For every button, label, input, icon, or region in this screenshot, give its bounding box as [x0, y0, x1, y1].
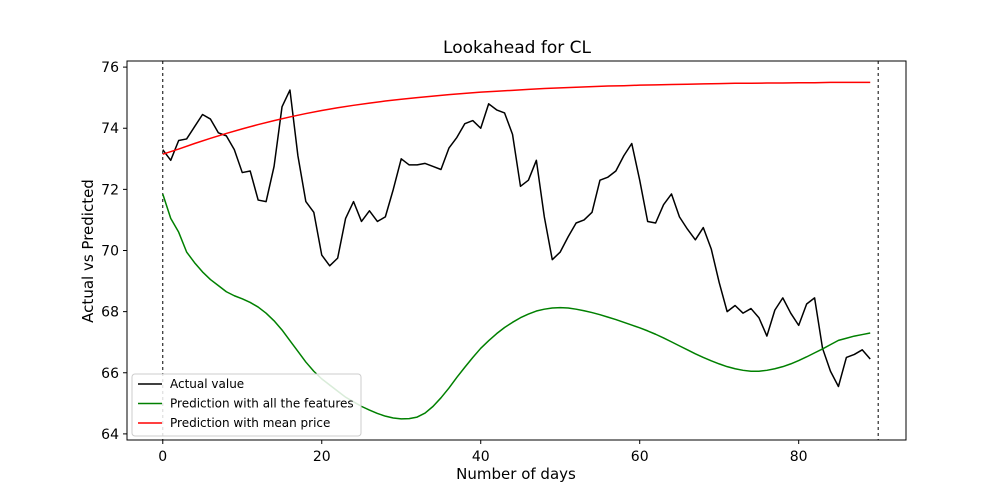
x-axis: 0 20 40 60 80	[158, 440, 808, 465]
y-tick-label: 70	[101, 244, 119, 260]
x-tick-label: 80	[790, 449, 808, 465]
y-axis: 64 66 68 70 72 74 76	[101, 60, 127, 443]
legend-label-1: Actual value	[170, 377, 244, 391]
y-tick-label: 74	[101, 121, 119, 137]
y-tick-label: 72	[101, 182, 119, 198]
x-tick-label: 0	[158, 449, 167, 465]
legend-label-3: Prediction with mean price	[170, 416, 330, 430]
x-tick-label: 60	[631, 449, 649, 465]
chart-title: Lookahead for CL	[443, 38, 591, 58]
y-tick-label: 64	[101, 427, 119, 443]
legend-box	[131, 373, 362, 437]
legend: Actual value Prediction with all the feat…	[131, 373, 362, 437]
series-line-2	[162, 193, 871, 420]
x-tick-label: 40	[472, 449, 490, 465]
legend-label-2: Prediction with all the features	[170, 397, 354, 411]
y-tick-label: 66	[101, 366, 119, 382]
y-tick-label: 76	[101, 60, 119, 76]
series-line-1	[162, 89, 871, 388]
x-tick-label: 20	[313, 449, 331, 465]
x-axis-label: Number of days	[456, 465, 576, 483]
y-axis-label: Actual vs Predicted	[79, 179, 97, 323]
y-tick-label: 68	[101, 305, 119, 321]
series-line-3	[162, 81, 871, 155]
plot-area	[162, 61, 879, 440]
